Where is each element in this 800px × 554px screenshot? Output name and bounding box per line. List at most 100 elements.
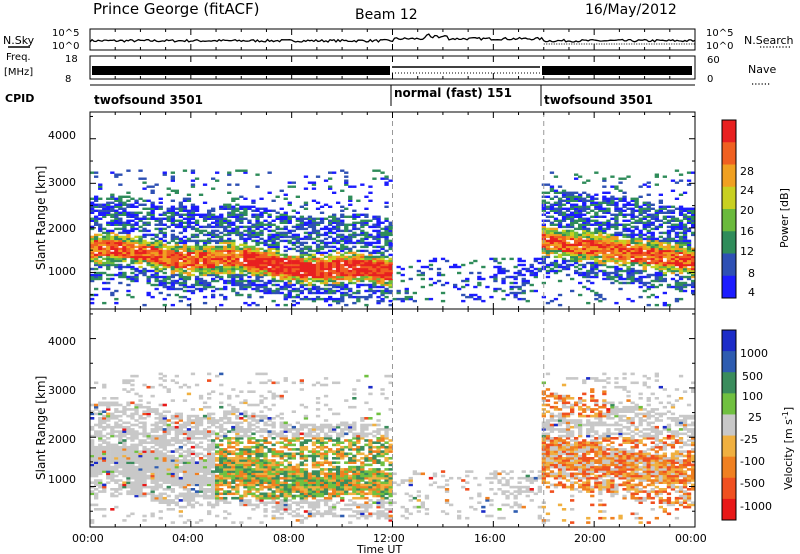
power-ylabel: Slant Range [km] xyxy=(34,166,48,270)
power-cell xyxy=(682,235,688,239)
velocity-cell xyxy=(174,425,179,429)
power-cell xyxy=(570,235,575,239)
power-cell xyxy=(380,247,385,251)
power-cell xyxy=(186,219,192,222)
power-cell xyxy=(344,179,349,182)
power-cell xyxy=(90,273,95,277)
power-cell xyxy=(142,241,147,245)
power-cell xyxy=(182,235,188,239)
power-cell xyxy=(646,229,651,233)
power-cell xyxy=(682,191,688,194)
power-cell xyxy=(239,261,244,265)
velocity-cell xyxy=(202,437,208,440)
power-cell xyxy=(235,257,240,261)
power-cell xyxy=(182,245,188,249)
power-cell xyxy=(118,249,123,253)
power-cell xyxy=(674,279,680,283)
power-cell xyxy=(332,171,337,174)
power-cell xyxy=(477,277,482,281)
velocity-cell xyxy=(182,521,188,524)
power-cell xyxy=(211,277,216,281)
power-cell xyxy=(586,251,591,255)
power-cell xyxy=(380,263,385,267)
power-cell xyxy=(594,207,599,210)
power-cell xyxy=(106,261,111,265)
power-cell xyxy=(618,253,623,257)
power-cell xyxy=(122,245,127,249)
power-cell xyxy=(158,279,163,283)
freq-bar-segment-1 xyxy=(92,66,390,75)
power-cell xyxy=(590,269,595,273)
power-cell xyxy=(243,287,248,291)
power-cell xyxy=(553,207,559,210)
velocity-cell xyxy=(190,481,196,484)
power-cell xyxy=(630,279,635,283)
power-cell xyxy=(642,221,647,224)
power-cell xyxy=(517,291,522,295)
velocity-cell xyxy=(114,408,119,411)
velocity-cell xyxy=(130,437,135,440)
velocity-cell xyxy=(174,479,179,482)
power-cell xyxy=(90,197,95,200)
power-cell xyxy=(557,279,563,283)
power-cell xyxy=(303,201,309,204)
power-cell xyxy=(352,245,357,249)
power-cell xyxy=(263,273,268,277)
power-cell xyxy=(622,255,627,259)
velocity-cell xyxy=(146,450,151,453)
power-cell xyxy=(678,231,684,235)
power-cell xyxy=(94,267,99,271)
power-cell xyxy=(658,275,663,279)
power-cell xyxy=(275,289,280,293)
velocity-cell xyxy=(118,445,123,449)
velocity-cell xyxy=(94,488,99,491)
power-cell xyxy=(388,221,393,224)
power-cell xyxy=(227,267,232,271)
power-cell xyxy=(682,259,688,263)
power-cell xyxy=(340,257,345,261)
power-cell xyxy=(509,291,514,295)
power-cell xyxy=(90,227,95,231)
power-cell xyxy=(384,237,389,241)
power-cell xyxy=(630,203,635,206)
velocity-cell xyxy=(90,468,95,471)
velocity-cell xyxy=(174,441,179,444)
velocity-cell xyxy=(150,423,155,427)
power-cell xyxy=(138,257,143,261)
velocity-cell xyxy=(170,439,175,442)
power-cell xyxy=(642,245,647,249)
power-cell xyxy=(219,213,224,216)
power-cell xyxy=(638,219,643,222)
velocity-cell xyxy=(170,476,175,480)
power-cell xyxy=(291,185,296,188)
power-cell xyxy=(557,203,563,206)
power-cell xyxy=(227,173,232,176)
velocity-cell xyxy=(202,481,208,484)
power-cell xyxy=(610,281,615,285)
velocity-cell xyxy=(158,403,163,407)
velocity-cell xyxy=(166,419,171,422)
power-cell xyxy=(207,249,212,253)
power-cell xyxy=(142,199,147,202)
power-cell xyxy=(376,267,381,271)
power-cell xyxy=(219,257,224,261)
power-cell xyxy=(364,241,369,245)
velocity-cell xyxy=(110,403,115,407)
power-cell xyxy=(352,273,357,277)
power-cell xyxy=(207,225,212,229)
velocity-cell xyxy=(190,441,196,444)
power-cell xyxy=(674,269,680,273)
power-cell xyxy=(263,285,268,289)
velocity-cell xyxy=(130,512,135,516)
power-cell xyxy=(561,211,567,214)
power-cell xyxy=(122,253,127,257)
velocity-cell xyxy=(146,457,151,460)
velocity-cell xyxy=(126,459,131,462)
velocity-cell xyxy=(118,452,123,456)
power-cell xyxy=(247,281,252,285)
power-cell xyxy=(674,223,680,226)
power-cell xyxy=(638,237,643,241)
power-cell xyxy=(130,205,135,208)
velocity-cell xyxy=(110,472,115,476)
power-cell xyxy=(388,241,393,245)
